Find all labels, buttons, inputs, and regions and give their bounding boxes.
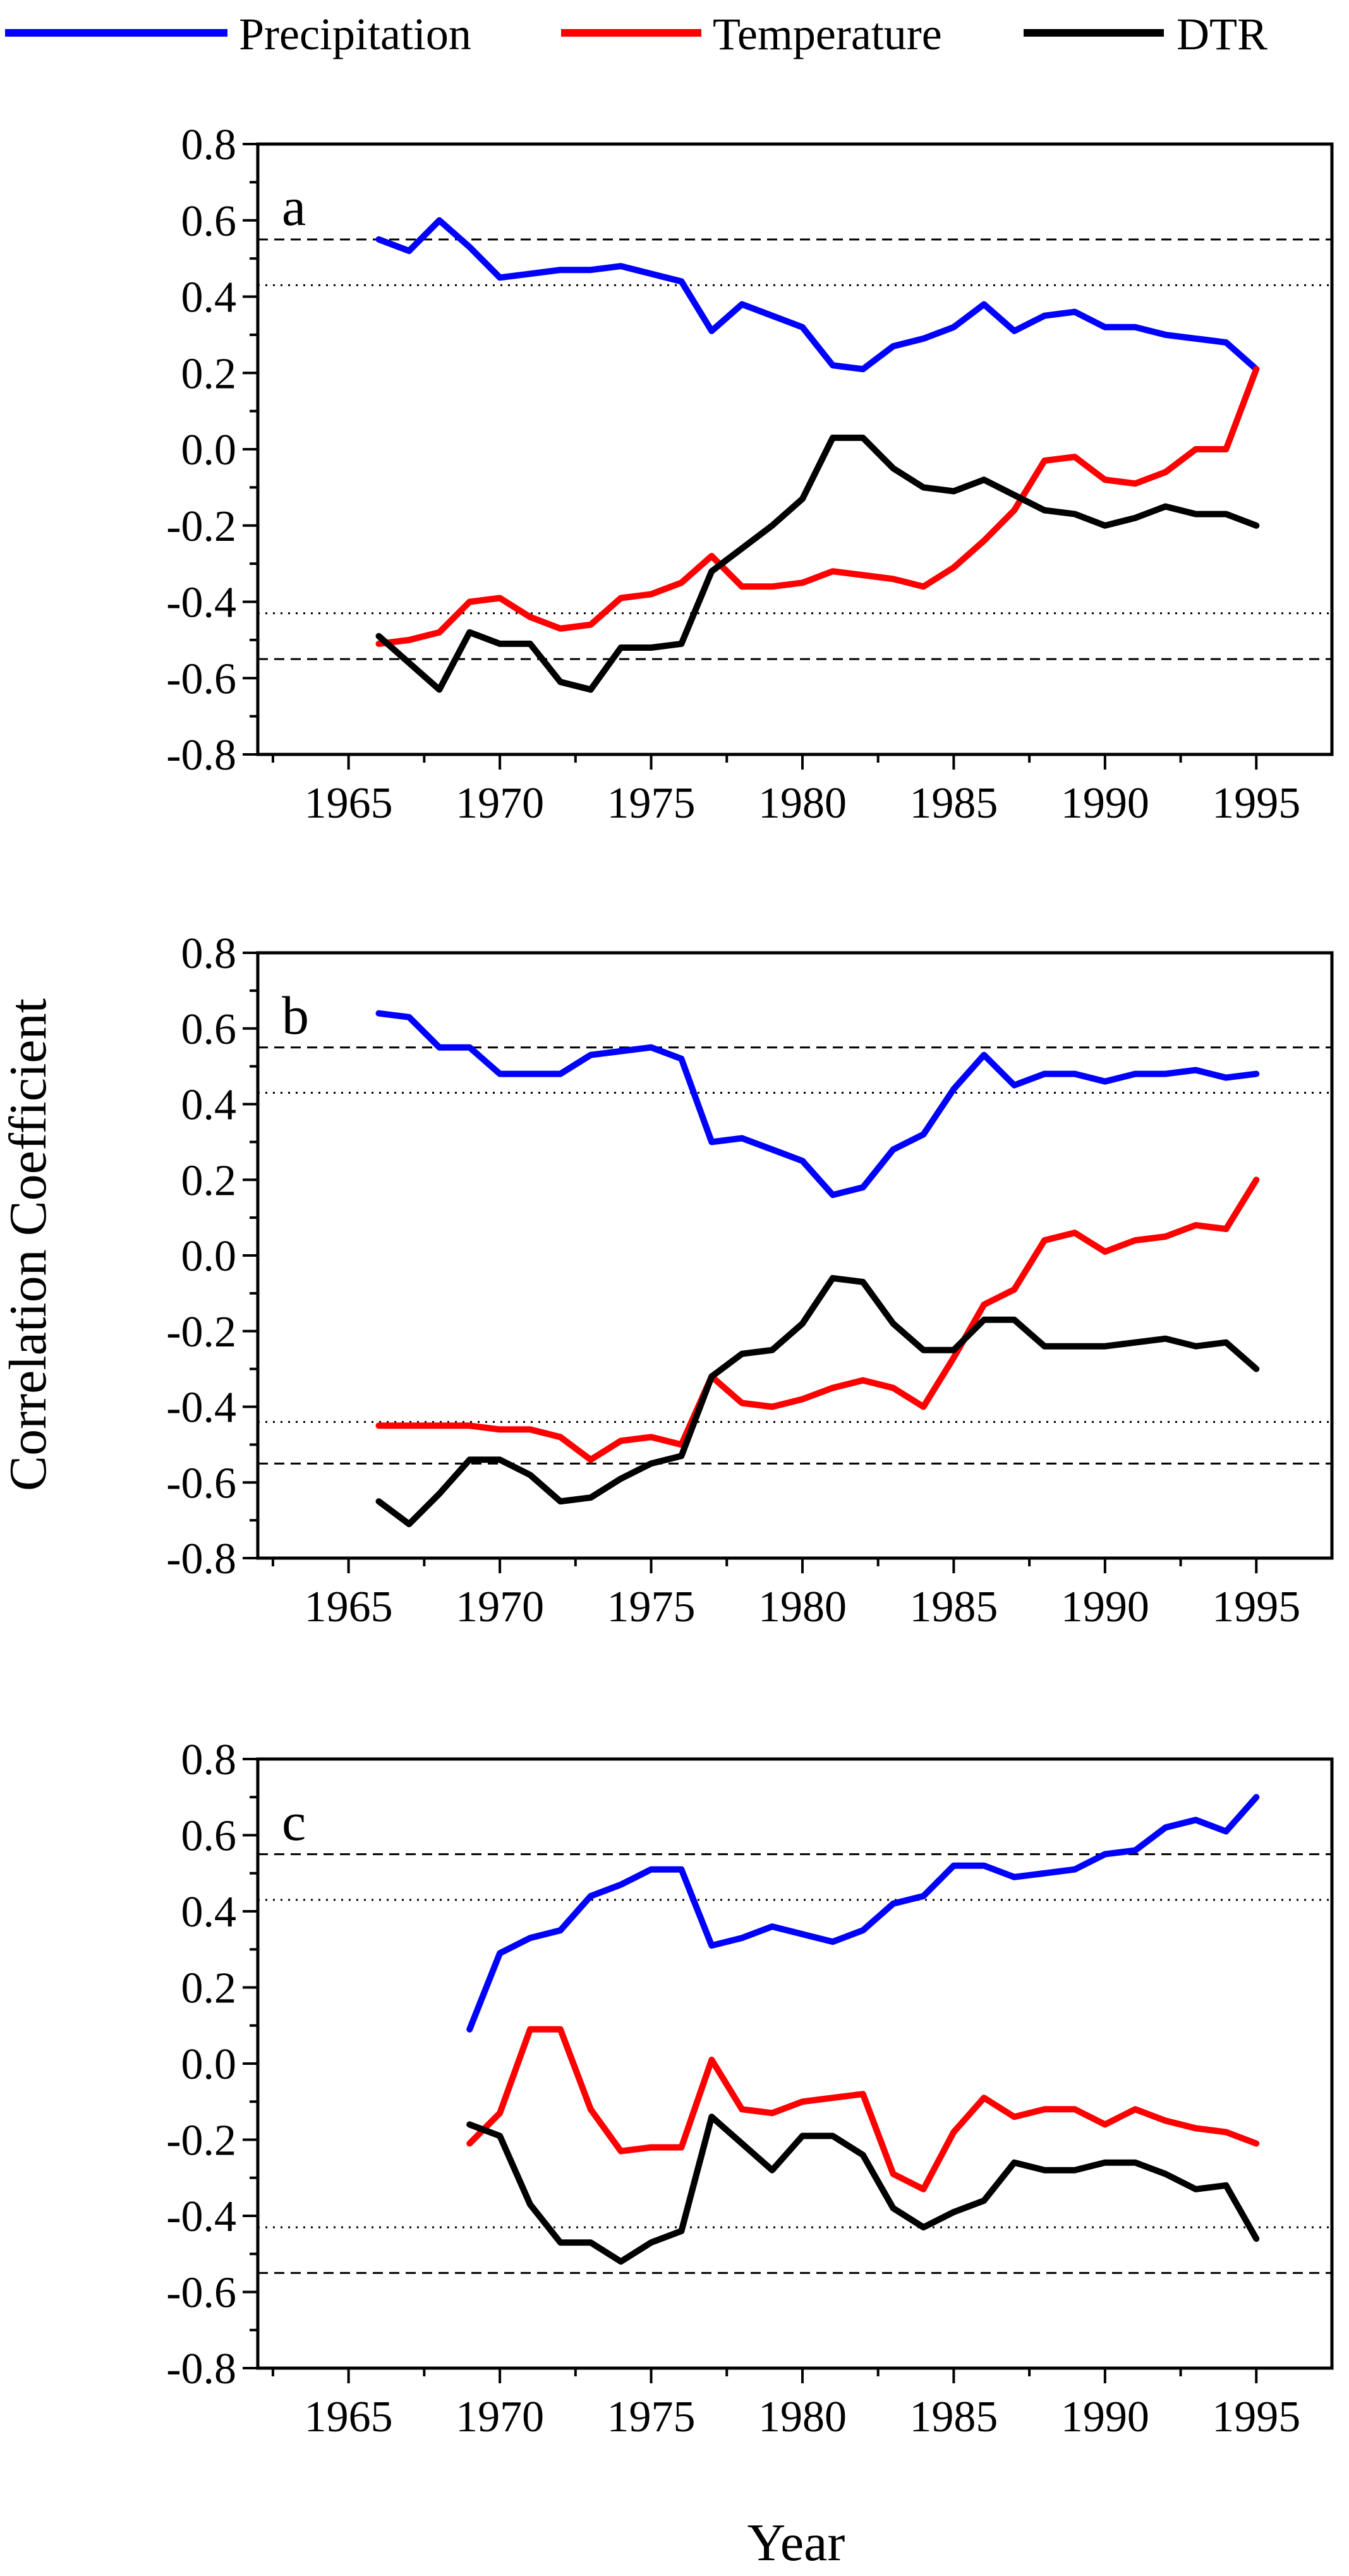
x-tick-label: 1965 — [305, 779, 393, 828]
plot-frame — [256, 142, 1334, 756]
x-tick-label: 1990 — [1061, 1583, 1149, 1631]
legend-label: DTR — [1177, 9, 1267, 59]
x-tick-label: 1995 — [1212, 1583, 1300, 1631]
legend-label: Temperature — [713, 9, 942, 59]
panel-b: 0.8 0.6 0.4 0.2 0.0 -0.2 -0.4 -0.6 -0.8 1965 1970 1… — [166, 929, 1334, 1631]
panel-label: b — [282, 985, 309, 1046]
x-tick-label: 1995 — [1212, 779, 1300, 828]
x-tick-label: 1975 — [607, 779, 696, 828]
x-axis-title: Year — [747, 2513, 845, 2572]
panel-a: 0.8 0.6 0.4 0.2 0.0 -0.2 -0.4 -0.6 -0.8 1965 1970 1… — [166, 121, 1334, 828]
y-tick-label: -0.8 — [166, 2345, 236, 2393]
series-line-precipitation — [466, 1794, 1260, 2033]
y-tick-label: 0.0 — [181, 426, 237, 475]
x-tick-label: 1990 — [1061, 779, 1149, 828]
y-tick-label: 0.4 — [181, 274, 237, 322]
x-tick-label: 1970 — [456, 1583, 544, 1631]
y-tick-label: 0.0 — [181, 2040, 237, 2089]
legend: Precipitation Temperature DTR — [5, 9, 1267, 59]
legend-item: Precipitation — [5, 9, 471, 59]
legend-label: Precipitation — [239, 9, 471, 59]
y-tick-label: -0.2 — [166, 1308, 236, 1357]
y-tick-label: 0.6 — [181, 1005, 237, 1054]
x-tick-label: 1975 — [607, 1583, 696, 1631]
series-line-temperature — [375, 1176, 1260, 1463]
y-tick-label: -0.4 — [166, 579, 236, 627]
y-tick-label: 0.8 — [181, 121, 237, 169]
chart-panels: 0.8 0.6 0.4 0.2 0.0 -0.2 -0.4 -0.6 -0.8 1965 1970 1… — [166, 121, 1334, 2441]
x-tick-label: 1985 — [909, 2393, 998, 2441]
x-tick-label: 1970 — [456, 779, 544, 828]
y-tick-label: 0.6 — [181, 197, 237, 246]
x-tick-label: 1985 — [909, 1583, 998, 1631]
series-line-dtr — [466, 2113, 1260, 2265]
series-line-temperature — [375, 366, 1260, 647]
y-tick-label: 0.8 — [181, 1736, 237, 1784]
series-line-dtr — [375, 1274, 1260, 1528]
y-tick-label: 0.4 — [181, 1888, 237, 1937]
y-tick-label: -0.6 — [166, 1459, 236, 1508]
y-tick-label: -0.6 — [166, 2269, 236, 2318]
y-tick-label: 0.4 — [181, 1081, 237, 1130]
y-axis-title: Correlation Coefficient — [0, 998, 57, 1491]
y-tick-label: 0.0 — [181, 1232, 237, 1281]
x-tick-label: 1995 — [1212, 2393, 1300, 2441]
x-tick-label: 1970 — [456, 2393, 544, 2441]
series-line-dtr — [375, 434, 1260, 693]
x-tick-label: 1980 — [758, 779, 847, 828]
panel-label: a — [282, 176, 306, 237]
y-tick-label: 0.6 — [181, 1812, 237, 1861]
panel-c: 0.8 0.6 0.4 0.2 0.0 -0.2 -0.4 -0.6 -0.8 1965 1970 1… — [166, 1736, 1334, 2441]
y-tick-label: -0.4 — [166, 2192, 236, 2241]
x-tick-label: 1975 — [607, 2393, 696, 2441]
plot-frame — [256, 951, 1334, 1560]
legend-item: Temperature — [561, 9, 942, 59]
plot-frame — [256, 1757, 1334, 2370]
series-line-temperature — [466, 2026, 1260, 2192]
x-tick-label: 1980 — [758, 2393, 847, 2441]
y-tick-label: 0.8 — [181, 929, 237, 978]
x-tick-label: 1965 — [305, 1583, 393, 1631]
y-tick-label: -0.8 — [166, 731, 236, 780]
y-tick-label: -0.6 — [166, 655, 236, 703]
x-tick-label: 1965 — [305, 2393, 393, 2441]
y-tick-label: -0.8 — [166, 1535, 236, 1583]
series-line-precipitation — [375, 217, 1260, 373]
x-tick-label: 1980 — [758, 1583, 847, 1631]
y-tick-label: 0.2 — [181, 1964, 237, 2013]
x-tick-label: 1990 — [1061, 2393, 1149, 2441]
y-tick-label: -0.2 — [166, 2117, 236, 2165]
legend-item: DTR — [1024, 9, 1267, 59]
panel-label: c — [282, 1791, 306, 1852]
y-tick-label: -0.2 — [166, 502, 236, 551]
y-tick-label: -0.4 — [166, 1384, 236, 1432]
y-tick-label: 0.2 — [181, 1156, 237, 1205]
x-tick-label: 1985 — [909, 779, 998, 828]
series-line-precipitation — [375, 1010, 1260, 1199]
y-tick-label: 0.2 — [181, 349, 237, 398]
